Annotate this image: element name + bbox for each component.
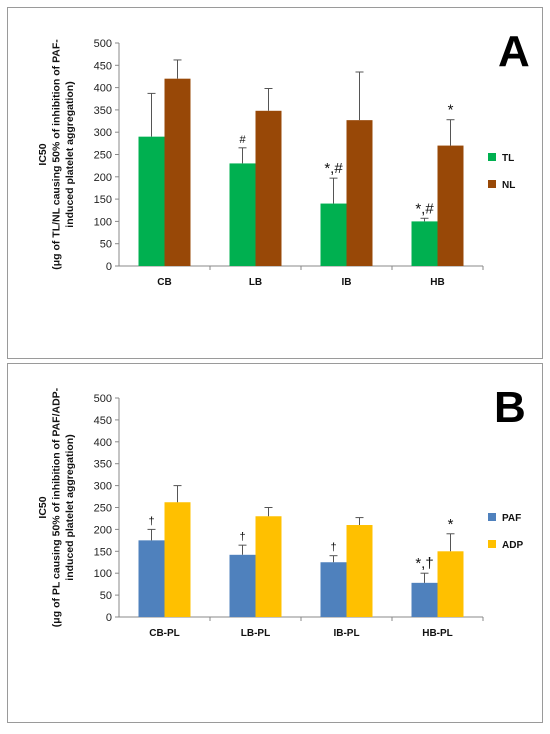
chart-a-y-axis-title-line: (μg of TL/NL causing 50% of inhibition o…: [51, 39, 63, 270]
chart-b-significance-mark: †: [330, 542, 336, 554]
chart-a-bar-tl: [138, 136, 165, 266]
chart-a-y-axis-title: IC50 (μg of TL/NL causing 50% of inhibiti…: [37, 39, 76, 270]
chart-a-y-tick-label: 300: [94, 127, 112, 139]
chart-a-y-tick-label: 200: [94, 172, 112, 184]
chart-a-bar-nl: [255, 110, 282, 267]
chart-a-category-label: CB: [157, 277, 171, 288]
chart-a-legend-label: TL: [502, 153, 514, 164]
panel-letter-b: B: [494, 383, 526, 432]
chart-b-y-tick-label: 0: [106, 612, 112, 624]
chart-b-bar-paf: [138, 540, 165, 617]
chart-a-y-tick-label: 50: [100, 239, 112, 251]
chart-b-significance-mark: †: [148, 515, 154, 527]
chart-a-y-tick-label: 150: [94, 194, 112, 206]
chart-b-bar-adp: [346, 525, 373, 617]
chart-b-y-tick-label: 450: [94, 415, 112, 427]
chart-b-category-label: HB-PL: [422, 628, 453, 639]
chart-b-category-label: LB-PL: [241, 628, 270, 639]
chart-b-y-tick-label: 350: [94, 459, 112, 471]
chart-b-bar-paf: [411, 582, 438, 617]
chart-b-legend-swatch-adp: [488, 540, 496, 548]
chart-b-significance-mark: *,†: [415, 555, 433, 572]
chart-b-y-tick-label: 100: [94, 568, 112, 580]
chart-b-y-axis-title-line: induced platelet aggregation): [64, 434, 76, 580]
chart-b-significance-mark: *: [448, 516, 454, 533]
chart-a-y-tick-label: 350: [94, 105, 112, 117]
panel-b: B IC50 (μg of PL causing 50% of inhibitio…: [7, 363, 543, 723]
chart-b-y-tick-label: 300: [94, 481, 112, 493]
chart-b-legend-swatch-paf: [488, 513, 496, 521]
chart-a-y-tick-label: 250: [94, 150, 112, 162]
chart-b-bar-paf: [320, 562, 347, 617]
chart-a-y-tick-label: 0: [106, 261, 112, 273]
chart-b-legend-label: ADP: [502, 540, 523, 551]
chart-a-legend-swatch-nl: [488, 180, 496, 188]
chart-a-significance-mark: #: [239, 134, 246, 146]
chart-a-bar-tl: [411, 221, 438, 266]
chart-b-y-axis-title-line: (μg of PL causing 50% of inhibition of P…: [51, 387, 63, 627]
panel-letter-a: A: [498, 27, 530, 76]
chart-a-y-axis-title-line: IC50: [37, 143, 49, 165]
chart-b-y-tick-label: 150: [94, 546, 112, 558]
chart-a-y-tick-label: 500: [94, 38, 112, 50]
chart-a-legend-label: NL: [502, 180, 515, 191]
chart-a-bar-tl: [229, 163, 256, 266]
chart-b-y-tick-label: 200: [94, 524, 112, 536]
chart-a-legend-swatch-tl: [488, 153, 496, 161]
chart-a-y-tick-label: 400: [94, 83, 112, 95]
chart-a: A IC50 (μg of TL/NL causing 50% of inhibi…: [37, 27, 530, 288]
chart-b-bar-adp: [437, 551, 464, 617]
chart-b-category-label: IB-PL: [333, 628, 359, 639]
chart-b: B IC50 (μg of PL causing 50% of inhibitio…: [37, 383, 526, 639]
chart-a-bar-nl: [346, 120, 373, 267]
chart-a-category-label: IB: [342, 277, 352, 288]
chart-a-y-tick-label: 100: [94, 216, 112, 228]
chart-b-y-tick-label: 400: [94, 437, 112, 449]
chart-a-significance-mark: *: [448, 102, 454, 119]
chart-b-y-tick-label: 500: [94, 393, 112, 405]
chart-b-legend-label: PAF: [502, 513, 521, 524]
chart-a-y-tick-label: 450: [94, 60, 112, 72]
chart-b-y-tick-label: 250: [94, 503, 112, 515]
chart-a-category-label: LB: [249, 277, 262, 288]
chart-b-y-axis-title: IC50 (μg of PL causing 50% of inhibition …: [37, 387, 76, 627]
chart-a-bar-nl: [437, 145, 464, 266]
panel-a: A IC50 (μg of TL/NL causing 50% of inhibi…: [7, 7, 543, 359]
chart-b-category-label: CB-PL: [149, 628, 180, 639]
chart-a-bar-tl: [320, 203, 347, 266]
chart-b-bar-adp: [164, 502, 191, 617]
chart-a-bar-nl: [164, 78, 191, 267]
chart-a-category-label: HB: [430, 277, 444, 288]
chart-b-significance-mark: †: [239, 531, 245, 543]
chart-b-bar-paf: [229, 554, 256, 617]
chart-b-bar-adp: [255, 516, 282, 617]
chart-a-significance-mark: *,#: [415, 200, 434, 217]
chart-b-y-axis-title-line: IC50: [37, 496, 49, 518]
chart-b-y-tick-label: 50: [100, 590, 112, 602]
chart-a-significance-mark: *,#: [324, 160, 343, 177]
chart-a-y-axis-title-line: induced platelet aggregation): [64, 81, 76, 227]
